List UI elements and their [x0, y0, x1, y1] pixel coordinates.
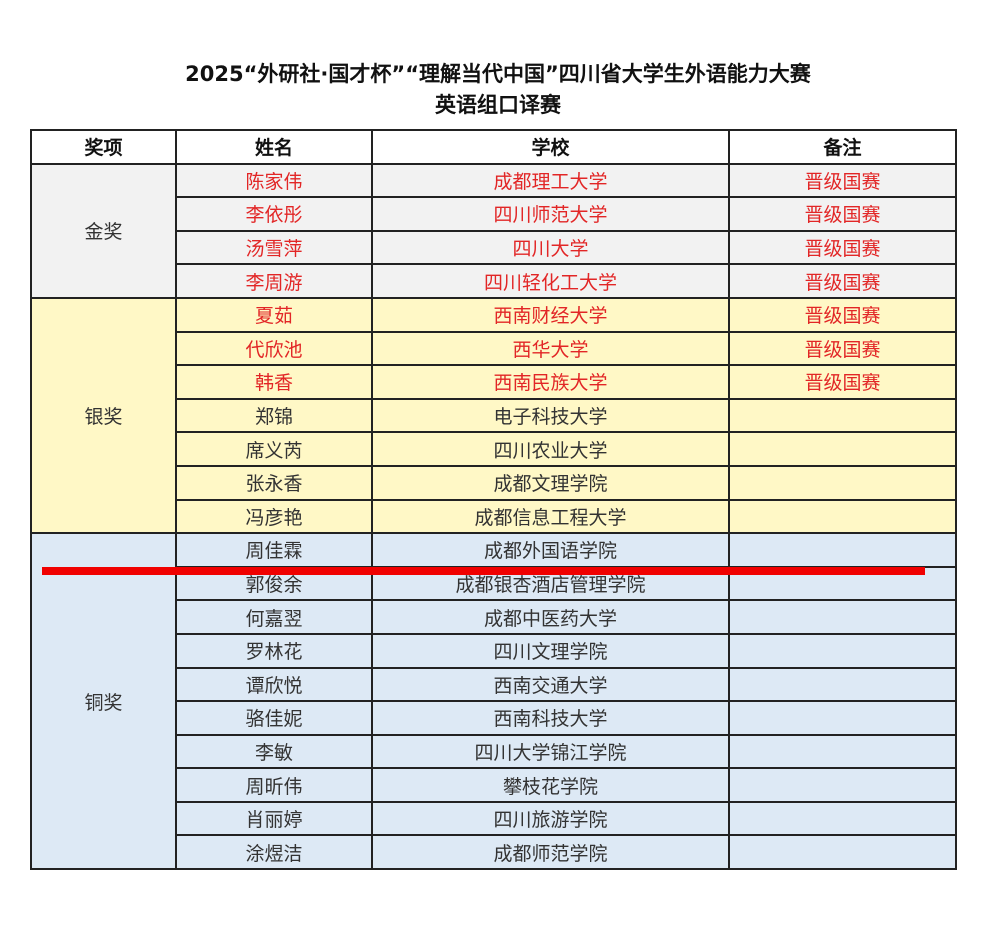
- school-cell: 西南科技大学: [371, 700, 730, 736]
- name-cell: 何嘉翌: [175, 599, 373, 635]
- note-cell: [728, 767, 957, 803]
- name-cell: 郑锦: [175, 397, 373, 434]
- note-cell: [728, 397, 957, 434]
- document-subtitle: 英语组口译赛: [435, 93, 561, 117]
- award-cell: 银奖: [30, 296, 177, 535]
- note-cell: [728, 464, 957, 501]
- name-cell: 陈家伟: [175, 162, 373, 199]
- school-cell: 成都中医药大学: [371, 599, 730, 635]
- table-row: 李周游 四川轻化工大学 晋级国赛: [31, 263, 957, 299]
- name-cell: 李依彤: [175, 196, 373, 232]
- name-cell: 张永香: [175, 464, 373, 501]
- name-cell: 夏茹: [175, 296, 373, 333]
- note-cell: [728, 800, 957, 837]
- table-row: 涂煜洁 成都师范学院: [31, 834, 957, 871]
- school-cell: 成都文理学院: [371, 464, 730, 501]
- table-row: 李敏 四川大学锦江学院: [31, 733, 957, 770]
- table-row: 韩香 西南民族大学 晋级国赛: [31, 364, 957, 400]
- school-cell: 成都理工大学: [371, 162, 730, 199]
- table-row: 肖丽婷 四川旅游学院: [31, 800, 957, 837]
- note-cell: [728, 834, 957, 871]
- school-cell: 西华大学: [371, 330, 730, 367]
- name-cell: 罗林花: [175, 632, 373, 669]
- note-cell: [728, 733, 957, 770]
- table-row: 何嘉翌 成都中医药大学: [31, 599, 957, 635]
- note-cell: [728, 498, 957, 535]
- note-cell: 晋级国赛: [728, 263, 957, 299]
- school-cell: 攀枝花学院: [371, 767, 730, 803]
- school-cell: 西南民族大学: [371, 364, 730, 400]
- table-row: 周昕伟 攀枝花学院: [31, 767, 957, 803]
- document-title: 2025“外研社·国才杯”“理解当代中国”四川省大学生外语能力大赛: [185, 62, 811, 86]
- school-cell: 四川旅游学院: [371, 800, 730, 837]
- note-cell: [728, 666, 957, 703]
- name-cell: 谭欣悦: [175, 666, 373, 703]
- table-row: 铜奖 周佳霖 成都外国语学院: [30, 532, 957, 871]
- school-cell: 四川文理学院: [371, 632, 730, 669]
- name-cell: 汤雪萍: [175, 229, 373, 266]
- name-cell: 席义芮: [175, 431, 373, 467]
- note-cell: 晋级国赛: [728, 296, 957, 333]
- school-cell: 成都外国语学院: [371, 532, 730, 568]
- table-row: 汤雪萍 四川大学 晋级国赛: [31, 229, 957, 266]
- school-cell: 西南交通大学: [371, 666, 730, 703]
- table-row: 谭欣悦 西南交通大学: [31, 666, 957, 703]
- table-row: 代欣池 西华大学 晋级国赛: [31, 330, 957, 367]
- note-cell: [728, 700, 957, 736]
- note-cell: [728, 532, 957, 568]
- table-row: 罗林花 四川文理学院: [31, 632, 957, 669]
- note-cell: 晋级国赛: [728, 229, 957, 266]
- note-cell: 晋级国赛: [728, 162, 957, 199]
- school-cell: 成都信息工程大学: [371, 498, 730, 535]
- note-cell: [728, 632, 957, 669]
- header-award: 奖项: [30, 129, 177, 165]
- results-table: 奖项 姓名 学校 备注 金奖 陈家伟 成都理工大学 晋级国赛 李依彤 四川师范大学 晋级国赛…: [30, 129, 957, 871]
- table-row: 李依彤 四川师范大学 晋级国赛: [31, 196, 957, 232]
- table-row: 席义芮 四川农业大学: [31, 431, 957, 467]
- school-cell: 成都师范学院: [371, 834, 730, 871]
- school-cell: 西南财经大学: [371, 296, 730, 333]
- note-cell: 晋级国赛: [728, 364, 957, 400]
- school-cell: 四川农业大学: [371, 431, 730, 467]
- school-cell: 四川大学锦江学院: [371, 733, 730, 770]
- note-cell: 晋级国赛: [728, 330, 957, 367]
- name-cell: 李敏: [175, 733, 373, 770]
- table-row: 银奖 夏茹 西南财经大学 晋级国赛: [30, 296, 957, 535]
- award-cell: 铜奖: [30, 532, 177, 871]
- school-cell: 电子科技大学: [371, 397, 730, 434]
- table-row: 冯彦艳 成都信息工程大学: [31, 498, 957, 535]
- school-cell: 四川师范大学: [371, 196, 730, 232]
- note-cell: [728, 599, 957, 635]
- name-cell: 韩香: [175, 364, 373, 400]
- name-cell: 李周游: [175, 263, 373, 299]
- table-row: 骆佳妮 西南科技大学: [31, 700, 957, 736]
- name-cell: 肖丽婷: [175, 800, 373, 837]
- note-cell: 晋级国赛: [728, 196, 957, 232]
- award-cell: 金奖: [30, 162, 177, 299]
- header-note: 备注: [728, 129, 957, 165]
- name-cell: 周昕伟: [175, 767, 373, 803]
- name-cell: 涂煜洁: [175, 834, 373, 871]
- note-cell: [728, 431, 957, 467]
- name-cell: 冯彦艳: [175, 498, 373, 535]
- name-cell: 骆佳妮: [175, 700, 373, 736]
- table-row: 张永香 成都文理学院: [31, 464, 957, 501]
- table-row: 金奖 陈家伟 成都理工大学 晋级国赛: [30, 162, 957, 299]
- table-row: 郑锦 电子科技大学: [31, 397, 957, 434]
- school-cell: 四川轻化工大学: [371, 263, 730, 299]
- school-cell: 四川大学: [371, 229, 730, 266]
- header-row: 奖项 姓名 学校 备注: [30, 129, 957, 165]
- name-cell: 周佳霖: [175, 532, 373, 568]
- header-name: 姓名: [175, 129, 373, 165]
- name-cell: 代欣池: [175, 330, 373, 367]
- header-school: 学校: [371, 129, 730, 165]
- red-strike-line: [42, 567, 925, 575]
